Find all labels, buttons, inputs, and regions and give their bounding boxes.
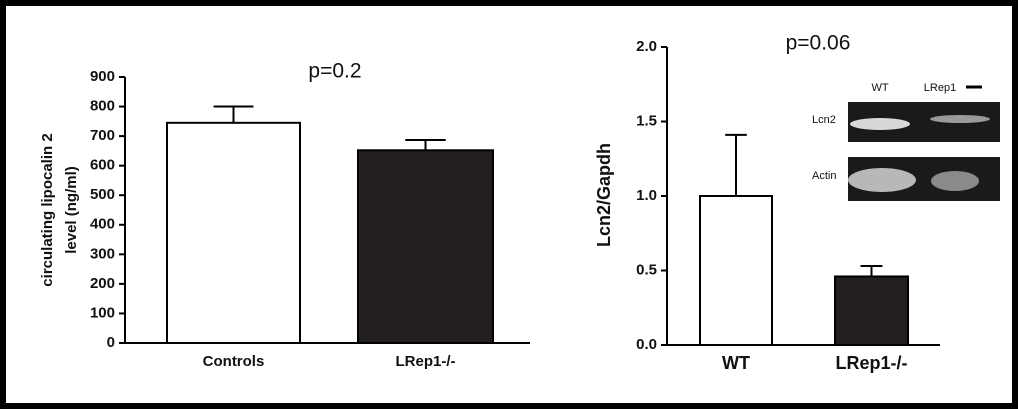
blot-band	[931, 171, 979, 191]
y-tick-label: 800	[90, 98, 115, 115]
y-tick-label: 0.0	[636, 336, 657, 353]
y-axis-label: Lcn2/Gapdh	[594, 143, 614, 247]
annotation: p=0.06	[786, 32, 851, 55]
y-tick-label: 600	[90, 157, 115, 174]
x-tick-label: LRep1-/-	[396, 353, 456, 370]
y-tick-label: 500	[90, 186, 115, 203]
y-tick-label: 900	[90, 68, 115, 85]
figure: WT LRep1 Lcn2 Actin 0 100 200 300 400 500 600 7…	[0, 0, 1018, 409]
y-tick-label: 0	[107, 334, 115, 351]
y-axis-label: level (ng/ml)	[63, 166, 80, 254]
x-tick-label: Controls	[203, 353, 265, 370]
x-tick-label: WT	[722, 353, 750, 373]
bar	[358, 150, 493, 343]
y-tick-label: 1.0	[636, 187, 657, 204]
blot-band	[848, 168, 916, 192]
y-tick-label: 300	[90, 245, 115, 262]
y-tick-label: 700	[90, 127, 115, 144]
band-label: Actin	[812, 170, 836, 182]
y-axis-label: circulating lipocalin 2	[39, 133, 56, 286]
blot-band	[850, 118, 910, 130]
y-tick-label: 200	[90, 275, 115, 292]
band-label: Lcn2	[812, 114, 836, 126]
x-tick-label: LRep1-/-	[836, 353, 908, 373]
y-tick-label: 0.5	[636, 261, 657, 278]
lane-label: WT	[871, 82, 888, 94]
lane-label: LRep1	[924, 82, 956, 94]
y-tick-label: 1.5	[636, 112, 657, 129]
y-tick-label: 400	[90, 216, 115, 233]
y-tick-label: 100	[90, 304, 115, 321]
annotation: p=0.2	[308, 60, 361, 83]
y-tick-label: 2.0	[636, 38, 657, 55]
blot-band	[930, 115, 990, 123]
bar	[835, 276, 908, 345]
bar	[700, 196, 772, 345]
bar	[167, 123, 300, 343]
